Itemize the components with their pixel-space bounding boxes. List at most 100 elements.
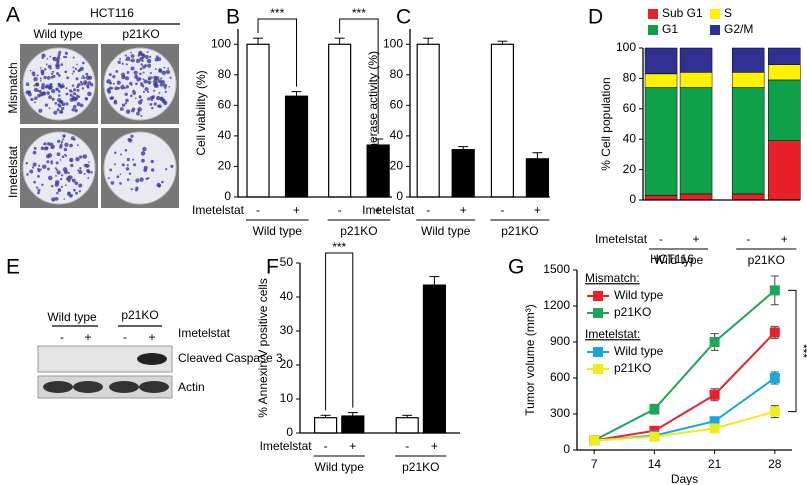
y-tick-label: 40: [280, 289, 294, 303]
colony: [124, 102, 128, 105]
bar: [451, 149, 475, 198]
treatment-label: Imetelstat: [595, 232, 648, 246]
colony: [112, 75, 116, 79]
colony: [159, 83, 163, 87]
colony: [71, 178, 76, 183]
colony: [134, 97, 137, 100]
group-label: p21KO: [501, 224, 538, 238]
y-tick-label: 20: [390, 159, 404, 173]
bar-segment: [731, 87, 765, 195]
colony: [51, 97, 55, 101]
y-tick-label: 80: [623, 71, 637, 85]
colony: [141, 53, 146, 58]
colony: [130, 66, 135, 71]
colony: [143, 168, 148, 173]
colony: [58, 50, 62, 54]
colony: [57, 74, 61, 77]
colony: [50, 146, 54, 150]
lane-label: -: [60, 330, 64, 344]
colony: [43, 146, 49, 151]
y-tick-label: 900: [550, 334, 570, 348]
colony: [28, 92, 32, 97]
x-tick-label: +: [781, 232, 788, 246]
y-tick-label: 100: [383, 36, 403, 50]
colony: [78, 183, 83, 188]
colony: [70, 136, 75, 141]
x-tick-label: -: [405, 439, 409, 453]
significance-label: ***: [352, 6, 366, 20]
bar: [284, 95, 309, 198]
colony: [56, 108, 60, 112]
y-tick-label: 60: [623, 101, 637, 115]
colony: [87, 171, 91, 174]
colony: [142, 71, 145, 74]
bar-segment: [644, 195, 678, 201]
marker: [709, 389, 720, 400]
colony: [140, 63, 143, 66]
bar-segment: [768, 47, 801, 65]
colony: [47, 175, 53, 181]
legend-group: Mismatch:: [585, 271, 640, 285]
colony: [81, 61, 85, 65]
bar-segment: [768, 64, 801, 81]
colony: [153, 75, 158, 80]
colony: [154, 68, 157, 70]
colony: [75, 97, 79, 100]
group-label: Wild type: [315, 460, 365, 474]
group-label: Wild type: [47, 310, 97, 324]
y-tick-label: 0: [563, 442, 570, 456]
colony: [26, 173, 29, 176]
colony: [28, 90, 31, 93]
colony: [53, 110, 58, 115]
colony: [52, 56, 58, 62]
legend-swatch: [710, 25, 720, 35]
colony: [125, 85, 129, 89]
series-line: [594, 331, 776, 442]
bar-segment: [679, 193, 713, 201]
colony: [77, 169, 80, 172]
colony: [164, 90, 167, 93]
bar: [395, 417, 419, 434]
marker: [769, 373, 780, 383]
colony: [62, 83, 64, 85]
colony: [35, 82, 39, 87]
colony: [126, 157, 130, 162]
colony: [120, 153, 123, 156]
colony: [167, 67, 170, 70]
colony: [57, 139, 61, 143]
colony: [48, 95, 52, 100]
colony: [47, 64, 52, 69]
colony: [55, 87, 58, 90]
bar: [328, 43, 352, 198]
panel-letter: C: [396, 6, 411, 29]
colony: [84, 83, 86, 86]
x-tick-label: -: [324, 439, 328, 453]
y-tick-label: 0: [286, 425, 293, 439]
colony: [72, 56, 75, 59]
colony: [50, 162, 53, 165]
colony: [73, 88, 77, 92]
colony: [114, 163, 117, 166]
significance-bracket: [257, 18, 298, 87]
bar: [341, 415, 365, 434]
colony: [76, 102, 81, 107]
legend-marker: [593, 347, 603, 357]
colony: [124, 92, 128, 96]
colony: [170, 164, 174, 168]
colony: [63, 135, 66, 138]
x-tick-label: +: [293, 203, 300, 217]
significance-label: ***: [332, 240, 346, 254]
colony: [126, 70, 130, 74]
colony: [79, 103, 84, 108]
colony: [48, 85, 53, 90]
y-tick-label: 80: [390, 67, 404, 81]
colony: [56, 72, 60, 75]
colony: [139, 72, 142, 76]
colony: [72, 105, 77, 109]
significance-bracket: [339, 18, 379, 134]
colony: [62, 138, 65, 141]
colony: [58, 188, 61, 191]
colony: [34, 96, 38, 101]
colony: [150, 168, 155, 172]
series-line: [593, 289, 776, 442]
